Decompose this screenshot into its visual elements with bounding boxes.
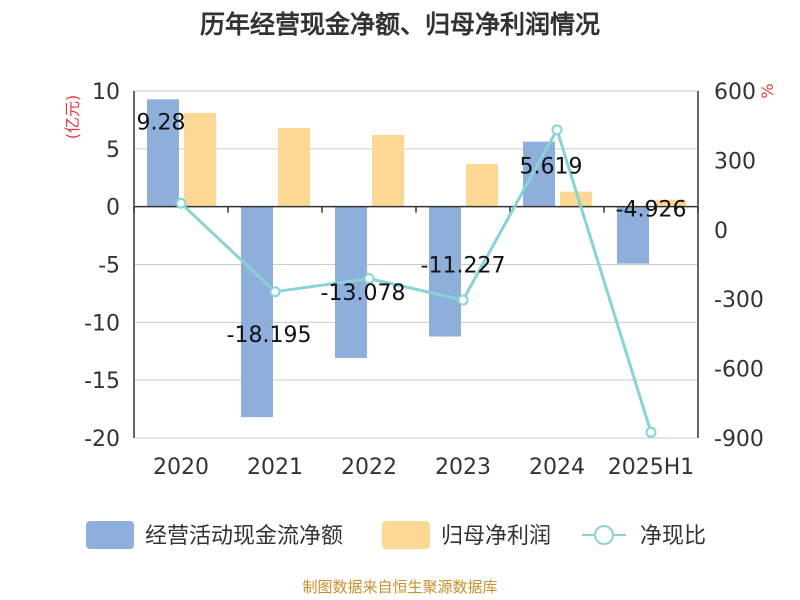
data-label-cashflow: -11.227 bbox=[421, 254, 506, 279]
legend-swatch-cashflow bbox=[86, 521, 134, 549]
y-right-tick-label: 0 bbox=[714, 219, 728, 244]
left-axis-unit: (亿元) bbox=[63, 95, 82, 140]
bar-net-profit bbox=[184, 112, 216, 207]
y-left-tick-label: -15 bbox=[84, 369, 120, 394]
x-tick-label: 2022 bbox=[341, 455, 397, 480]
point-ratio bbox=[645, 426, 657, 438]
chart-title: 历年经营现金净额、归母净利润情况 bbox=[200, 10, 600, 39]
point-ratio bbox=[363, 273, 375, 285]
point-ratio bbox=[175, 197, 187, 209]
legend-swatch-net-profit bbox=[382, 521, 430, 549]
x-tick-label: 2025H1 bbox=[608, 455, 695, 480]
bar-cashflow bbox=[429, 206, 461, 337]
right-axis-unit: % bbox=[758, 83, 777, 98]
data-label-cashflow: -18.195 bbox=[227, 323, 312, 348]
bar-net-profit bbox=[278, 128, 310, 207]
legend-label-ratio: 净现比 bbox=[640, 524, 706, 549]
source-note: 制图数据来自恒生聚源数据库 bbox=[302, 578, 497, 596]
legend: 经营活动现金流净额 归母净利润 净现比 bbox=[86, 521, 706, 549]
x-tick-label: 2020 bbox=[153, 455, 209, 480]
y-right-tick-label: 300 bbox=[714, 149, 756, 174]
line-ratio bbox=[179, 126, 653, 433]
bar-net-profit bbox=[560, 191, 592, 207]
legend-marker-ratio bbox=[594, 525, 614, 545]
x-tick-label: 2024 bbox=[529, 455, 585, 480]
bar-net-profit bbox=[466, 163, 498, 207]
x-tick-label: 2021 bbox=[247, 455, 303, 480]
legend-label-cashflow: 经营活动现金流净额 bbox=[145, 524, 343, 549]
bar-cashflow bbox=[523, 141, 555, 207]
y-left-tick-label: 5 bbox=[106, 138, 120, 163]
bar-net-profit bbox=[654, 199, 686, 207]
point-ratio bbox=[551, 124, 563, 136]
bar-cashflow bbox=[241, 206, 273, 418]
x-tick-label: 2023 bbox=[435, 455, 491, 480]
point-ratio bbox=[457, 294, 469, 306]
data-label-cashflow: -13.078 bbox=[321, 281, 406, 306]
bar-cashflow bbox=[617, 206, 649, 264]
y-left-tick-label: -20 bbox=[84, 427, 120, 452]
y-left-tick-label: -10 bbox=[84, 311, 120, 336]
bar-cashflow bbox=[147, 99, 179, 207]
point-ratio bbox=[269, 286, 281, 298]
data-label-cashflow: -4.926 bbox=[616, 198, 687, 223]
bar-net-profit bbox=[372, 134, 404, 207]
data-label-cashflow: 9.28 bbox=[137, 110, 186, 135]
data-label-cashflow: 5.619 bbox=[520, 155, 583, 180]
y-left-tick-label: -5 bbox=[98, 254, 120, 279]
legend-label-net-profit: 归母净利润 bbox=[441, 524, 551, 549]
y-right-tick-label: -600 bbox=[714, 358, 764, 383]
y-right-tick-label: 600 bbox=[714, 80, 756, 105]
y-left-tick-label: 10 bbox=[92, 80, 120, 105]
y-right-tick-label: -900 bbox=[714, 427, 764, 452]
y-left-tick-label: 0 bbox=[106, 196, 120, 221]
y-right-tick-label: -300 bbox=[714, 288, 764, 313]
